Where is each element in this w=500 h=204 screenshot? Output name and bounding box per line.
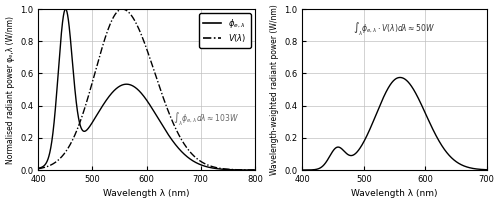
Y-axis label: Wavelength-weighted radiant power (W/nm): Wavelength-weighted radiant power (W/nm) <box>270 4 278 175</box>
Legend: $\phi_{e,\lambda}$, $V(\lambda)$: $\phi_{e,\lambda}$, $V(\lambda)$ <box>199 13 250 48</box>
Text: $\int_\lambda \phi_{e,\lambda} d\lambda \approx 103W$: $\int_\lambda \phi_{e,\lambda} d\lambda … <box>172 110 238 127</box>
X-axis label: Wavelength λ (nm): Wavelength λ (nm) <box>351 190 438 198</box>
Y-axis label: Normalised radiant power φₑ,λ (W/nm): Normalised radiant power φₑ,λ (W/nm) <box>6 16 15 164</box>
X-axis label: Wavelength λ (nm): Wavelength λ (nm) <box>104 190 190 198</box>
Text: $\int_\lambda \phi_{e,\lambda} \cdot V(\lambda) d\lambda \approx 50W$: $\int_\lambda \phi_{e,\lambda} \cdot V(\… <box>354 20 436 37</box>
